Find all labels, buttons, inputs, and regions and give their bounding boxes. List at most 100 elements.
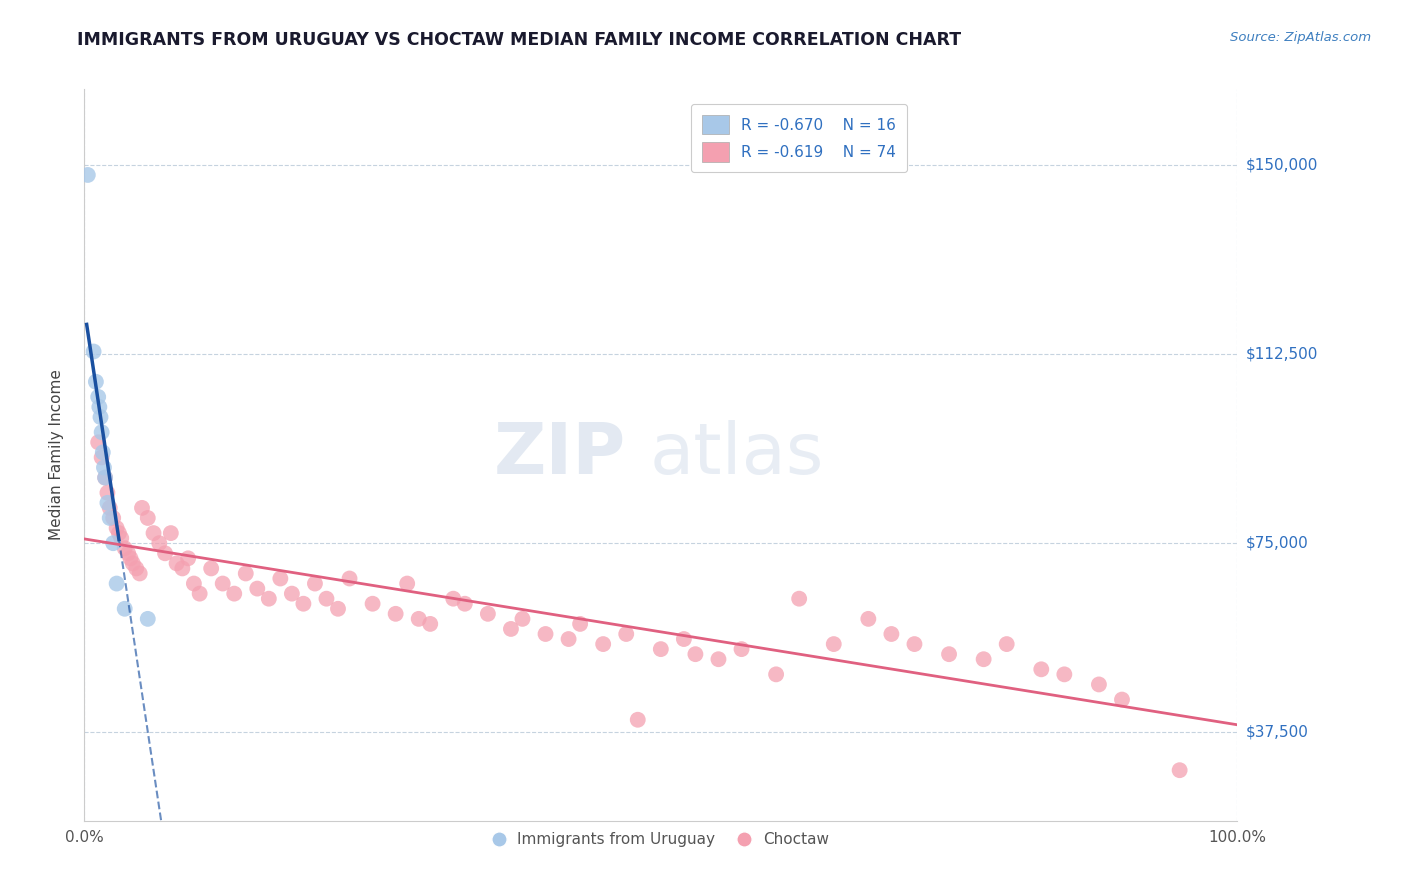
Point [650, 642, 672, 657]
Point [103, 536, 124, 550]
Point [419, 616, 441, 631]
Point [83, 344, 105, 359]
Point [315, 591, 337, 606]
Point [938, 647, 960, 661]
Point [1111, 692, 1133, 706]
Point [557, 632, 579, 646]
Point [627, 713, 650, 727]
Point [91, 445, 114, 459]
Point [142, 526, 165, 541]
Point [477, 607, 499, 621]
Point [114, 601, 136, 615]
Point [148, 536, 170, 550]
Point [131, 500, 153, 515]
Text: $75,000: $75,000 [1246, 536, 1309, 550]
Point [120, 551, 142, 566]
Text: atlas: atlas [650, 420, 824, 490]
Point [326, 601, 349, 615]
Point [89, 400, 111, 414]
Point [454, 597, 477, 611]
Point [76, 168, 98, 182]
Point [281, 587, 304, 601]
Point [246, 582, 269, 596]
Point [94, 470, 117, 484]
Point [787, 591, 810, 606]
Point [177, 551, 200, 566]
Point [110, 531, 132, 545]
Point [103, 511, 124, 525]
Point [384, 607, 406, 621]
Point [125, 561, 148, 575]
Point [995, 637, 1018, 651]
Point [105, 521, 128, 535]
Point [304, 576, 326, 591]
Point [903, 637, 925, 651]
Point [707, 652, 730, 666]
Point [339, 572, 361, 586]
Point [96, 485, 118, 500]
Point [765, 667, 787, 681]
Point [105, 576, 128, 591]
Text: $150,000: $150,000 [1246, 157, 1317, 172]
Text: $37,500: $37,500 [1246, 725, 1309, 739]
Point [441, 591, 464, 606]
Point [121, 557, 143, 571]
Point [614, 627, 637, 641]
Point [973, 652, 995, 666]
Point [1088, 677, 1111, 691]
Point [90, 450, 112, 465]
Point [1053, 667, 1076, 681]
Point [534, 627, 557, 641]
Point [90, 425, 112, 440]
Point [200, 561, 222, 575]
Point [128, 566, 150, 581]
Point [117, 546, 139, 560]
Legend: Immigrants from Uruguay, Choctaw: Immigrants from Uruguay, Choctaw [486, 826, 835, 854]
Point [172, 561, 194, 575]
Point [87, 390, 110, 404]
Point [1168, 763, 1191, 777]
Text: IMMIGRANTS FROM URUGUAY VS CHOCTAW MEDIAN FAMILY INCOME CORRELATION CHART: IMMIGRANTS FROM URUGUAY VS CHOCTAW MEDIA… [77, 31, 962, 49]
Point [1031, 662, 1053, 676]
Point [499, 622, 522, 636]
Text: Source: ZipAtlas.com: Source: ZipAtlas.com [1230, 31, 1371, 45]
Point [98, 500, 121, 515]
Point [114, 541, 136, 556]
Point [153, 546, 176, 560]
Point [160, 526, 183, 541]
Point [569, 616, 592, 631]
Point [108, 526, 131, 541]
Text: ZIP: ZIP [494, 420, 626, 490]
Point [166, 557, 188, 571]
Point [89, 410, 111, 425]
Point [672, 632, 695, 646]
Point [84, 375, 107, 389]
Point [823, 637, 845, 651]
Point [257, 591, 280, 606]
Text: $112,500: $112,500 [1246, 346, 1317, 361]
Y-axis label: Median Family Income: Median Family Income [49, 369, 63, 541]
Point [880, 627, 903, 641]
Point [96, 496, 118, 510]
Point [408, 612, 430, 626]
Point [292, 597, 315, 611]
Point [592, 637, 614, 651]
Point [730, 642, 752, 657]
Point [136, 511, 159, 525]
Point [235, 566, 257, 581]
Point [396, 576, 419, 591]
Point [512, 612, 534, 626]
Point [224, 587, 246, 601]
Point [685, 647, 707, 661]
Point [87, 435, 110, 450]
Point [183, 576, 205, 591]
Point [94, 470, 117, 484]
Point [858, 612, 880, 626]
Point [136, 612, 159, 626]
Point [188, 587, 211, 601]
Point [269, 572, 291, 586]
Point [361, 597, 384, 611]
Point [93, 460, 115, 475]
Point [211, 576, 233, 591]
Point [98, 511, 121, 525]
